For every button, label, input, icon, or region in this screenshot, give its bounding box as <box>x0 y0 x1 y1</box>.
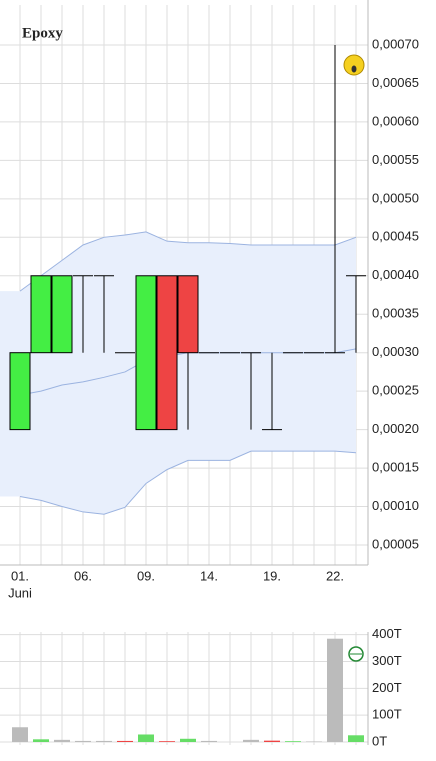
y-tick-label: 0,00065 <box>372 75 419 90</box>
y-tick-label: 0,00010 <box>372 498 419 513</box>
volume-bar <box>264 740 280 742</box>
candle-body <box>135 275 157 431</box>
y-tick-label: 300T <box>372 653 402 668</box>
candle-body <box>30 275 52 354</box>
x-tick-label: 19. <box>263 568 281 583</box>
y-tick-label: 0,00055 <box>372 152 419 167</box>
volume-bar <box>201 740 217 742</box>
candle-body <box>177 275 199 354</box>
month-label: Juni <box>8 585 32 600</box>
y-tick-label: 400T <box>372 626 402 641</box>
y-tick-label: 0,00060 <box>372 113 419 128</box>
chart-title: Epoxy <box>22 25 63 41</box>
volume-bar <box>327 638 343 742</box>
y-tick-label: 0,00005 <box>372 536 419 551</box>
y-tick-label: 0,00025 <box>372 383 419 398</box>
y-tick-label: 0T <box>372 733 387 748</box>
candle-body <box>51 275 73 354</box>
x-tick-label: 22. <box>326 568 344 583</box>
volume-bar <box>33 739 49 742</box>
volume-bar <box>243 739 259 742</box>
y-tick-label: 0,00050 <box>372 190 419 205</box>
x-tick-label: 14. <box>200 568 218 583</box>
volume-bar <box>75 740 91 742</box>
x-tick-label: 06. <box>74 568 92 583</box>
volume-bar <box>180 738 196 742</box>
alert-icon <box>343 54 365 76</box>
band-line <box>19 231 357 292</box>
y-tick-label: 200T <box>372 680 402 695</box>
y-tick-label: 0,00035 <box>372 306 419 321</box>
y-tick-label: 0,00030 <box>372 344 419 359</box>
band-line <box>19 450 357 515</box>
volume-bar <box>159 741 175 742</box>
volume-bar <box>12 727 28 742</box>
volume-bar <box>138 734 154 742</box>
candle-body <box>9 352 31 431</box>
volume-bar <box>117 740 133 742</box>
y-tick-label: 0,00045 <box>372 229 419 244</box>
candle-body <box>156 275 178 431</box>
band-area <box>0 231 356 515</box>
volume-bar <box>54 739 70 742</box>
alert-icon-mouth <box>351 65 357 73</box>
y-tick-label: 0,00020 <box>372 421 419 436</box>
volume-bar <box>306 741 322 742</box>
y-tick-label: 0,00015 <box>372 460 419 475</box>
y-tick-label: 0,00040 <box>372 267 419 282</box>
volume-bar <box>285 741 301 742</box>
x-tick-label: 09. <box>137 568 155 583</box>
volume-bar <box>348 735 364 742</box>
y-tick-label: 100T <box>372 707 402 722</box>
x-tick-label: 01. <box>11 568 29 583</box>
volume-bar <box>96 740 112 742</box>
y-tick-label: 0,00070 <box>372 36 419 51</box>
